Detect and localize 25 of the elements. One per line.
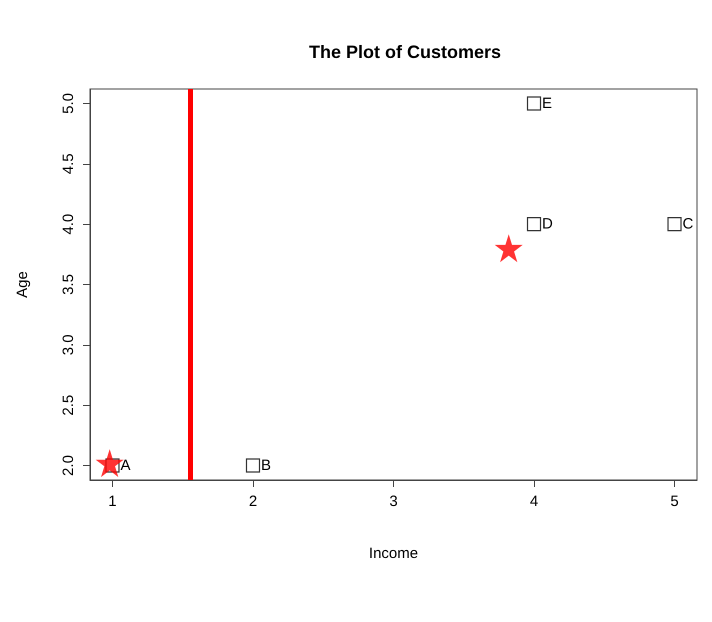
y-tick-label: 3.5: [60, 274, 77, 295]
x-tick-label: 5: [670, 493, 679, 510]
point: [246, 458, 260, 473]
annotation: C: [682, 216, 694, 233]
x-tick-label: 4: [530, 493, 538, 510]
x-tick-label: 3: [389, 493, 398, 510]
point: [667, 217, 682, 232]
y-tick-label: 5.0: [60, 93, 77, 114]
annotation: A: [120, 457, 130, 474]
x-tick-label: 2: [248, 493, 258, 510]
point: [494, 234, 523, 262]
y-axis-title: Age: [14, 271, 31, 298]
y-tick-label: 2.0: [60, 455, 77, 476]
y-tick-label: 2.5: [60, 394, 77, 416]
y-tick-label: 4.0: [60, 214, 77, 235]
point: [526, 96, 542, 111]
annotation: D: [542, 216, 554, 233]
point: [526, 217, 542, 232]
annotation: E: [542, 94, 552, 112]
annotation: B: [260, 457, 272, 474]
x-tick-label: 1: [108, 493, 117, 510]
y-tick-label: 4.5: [60, 153, 77, 174]
y-tick-label: 3.0: [60, 334, 77, 356]
chart-title: The Plot of Customers: [308, 42, 502, 62]
x-axis-title: Income: [368, 545, 418, 562]
